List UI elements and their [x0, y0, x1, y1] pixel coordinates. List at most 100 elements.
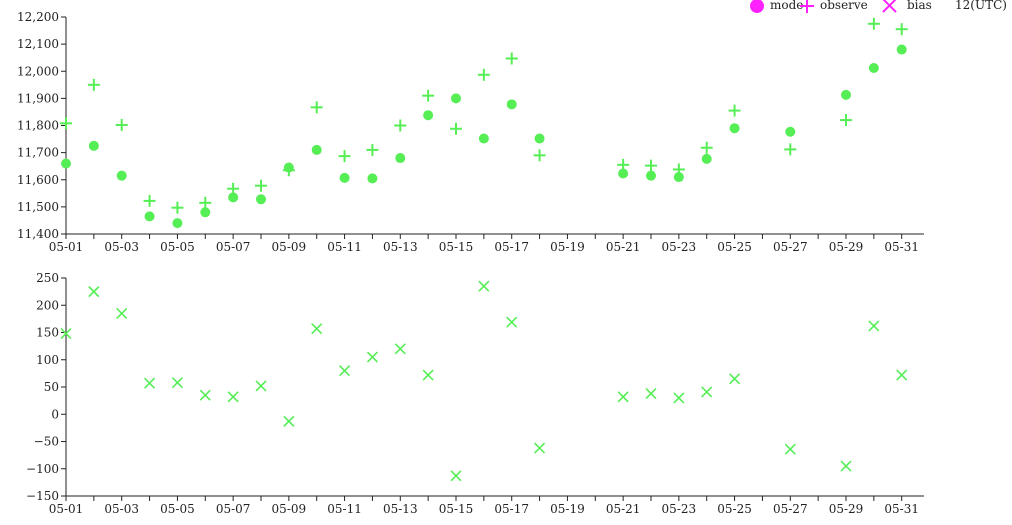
- observe-point: [784, 143, 797, 156]
- observe-point: [171, 201, 184, 214]
- mode-point: [228, 192, 239, 203]
- observe-point: [672, 163, 685, 176]
- bias-point: [729, 373, 741, 385]
- bias-x-tick-label: 05-11: [327, 502, 362, 516]
- height-x-tick-label: 05-03: [104, 240, 139, 254]
- mode-point: [256, 194, 266, 205]
- legend-bias-marker: [882, 0, 897, 13]
- bias-point: [171, 377, 183, 389]
- height-x-tick-label: 05-25: [717, 240, 752, 254]
- bias-y-tick-label: 150: [36, 326, 59, 340]
- height-x-tick-label: 05-15: [439, 240, 474, 254]
- bias-y-tick-label: −100: [26, 462, 59, 476]
- bias-point: [784, 443, 796, 455]
- height-y-tick-label: 11,700: [17, 146, 59, 160]
- bias-x-tick-label: 05-09: [272, 502, 307, 516]
- bias-y-tick-label: 0: [51, 407, 59, 421]
- legend-observe-marker: [800, 0, 814, 13]
- height-x-tick-label: 05-21: [606, 240, 641, 254]
- bias-point: [311, 323, 323, 335]
- observe-point: [477, 68, 490, 81]
- observe-point: [199, 196, 212, 209]
- bias-point: [478, 280, 490, 292]
- mode-point: [673, 172, 684, 183]
- observe-point: [840, 114, 852, 127]
- height-y-tick-label: 12,100: [17, 37, 59, 51]
- mode-point: [116, 170, 127, 181]
- bias-point: [422, 369, 434, 381]
- bias-x-tick-label: 05-31: [884, 502, 919, 516]
- height-x-tick-label: 05-31: [884, 240, 919, 254]
- observe-point: [867, 17, 880, 30]
- bias-point: [339, 365, 351, 377]
- bias-y-tick-label: 50: [44, 380, 59, 394]
- height-x-tick-label: 05-17: [494, 240, 529, 254]
- height-x-tick-label: 05-01: [49, 240, 84, 254]
- legend: mode observe bias 12(UTC): [750, 0, 1007, 13]
- bias-x-tick-label: 05-29: [829, 502, 864, 516]
- observe-point: [227, 182, 240, 195]
- observe-point: [143, 194, 156, 207]
- mode-point: [200, 207, 211, 218]
- bias-x-tick-label: 05-05: [160, 502, 195, 516]
- mode-point: [646, 170, 656, 181]
- bias-y-tick-label: 250: [36, 271, 59, 285]
- bias-y-tick-label: 200: [36, 298, 59, 312]
- mode-point: [534, 133, 545, 144]
- bias-x-tick-label: 05-25: [717, 502, 752, 516]
- mode-point: [478, 133, 489, 144]
- bias-point: [701, 386, 713, 398]
- observe-point: [87, 78, 100, 91]
- bias-y-tick-label: −50: [34, 435, 59, 449]
- observe-point: [617, 158, 630, 171]
- bias-x-tick-label: 05-23: [662, 502, 697, 516]
- observe-point: [533, 149, 546, 162]
- legend-mode-label: mode: [770, 0, 803, 12]
- observe-point: [700, 141, 713, 154]
- legend-mode-marker: [750, 0, 764, 13]
- mode-point: [144, 211, 155, 222]
- observe-point: [255, 179, 267, 192]
- observe-point: [60, 117, 72, 130]
- height-y-tick-label: 11,400: [17, 227, 59, 241]
- mode-point: [395, 153, 406, 164]
- mode-point: [311, 144, 322, 155]
- legend-observe-label: observe: [820, 0, 868, 12]
- bias-x-tick-label: 05-01: [49, 502, 84, 516]
- mode-point: [172, 218, 183, 229]
- bias-x-tick-label: 05-13: [383, 502, 418, 516]
- mode-point: [841, 89, 851, 100]
- bias-point: [144, 377, 156, 389]
- legend-time-label: 12(UTC): [955, 0, 1007, 12]
- bias-point: [227, 391, 239, 403]
- observe-point: [450, 122, 462, 135]
- bias-point: [255, 380, 267, 392]
- observe-point: [895, 23, 908, 36]
- observe-point: [394, 119, 407, 132]
- observe-point: [728, 104, 741, 117]
- height-x-tick-label: 05-29: [829, 240, 864, 254]
- bias-point: [394, 343, 406, 355]
- height-x-tick-label: 05-19: [550, 240, 585, 254]
- legend-bias-label: bias: [907, 0, 932, 12]
- height-x-tick-label: 05-23: [662, 240, 697, 254]
- bias-point: [673, 392, 685, 404]
- observe-point: [338, 150, 351, 163]
- height-y-tick-label: 12,000: [17, 64, 59, 78]
- bias-point: [534, 442, 546, 454]
- observe-point: [505, 52, 518, 65]
- height-x-tick-label: 05-09: [272, 240, 307, 254]
- bias-y-tick-label: −150: [26, 489, 59, 503]
- height-x-tick-label: 05-13: [383, 240, 418, 254]
- observe-point: [115, 118, 128, 131]
- height-y-tick-label: 11,500: [17, 200, 59, 214]
- observe-point: [422, 89, 435, 102]
- mode-point: [61, 158, 71, 169]
- mode-point: [618, 168, 629, 179]
- mode-point: [367, 173, 378, 184]
- height-y-tick-label: 11,900: [17, 91, 59, 105]
- height-x-tick-label: 05-11: [327, 240, 362, 254]
- mode-point: [451, 93, 461, 104]
